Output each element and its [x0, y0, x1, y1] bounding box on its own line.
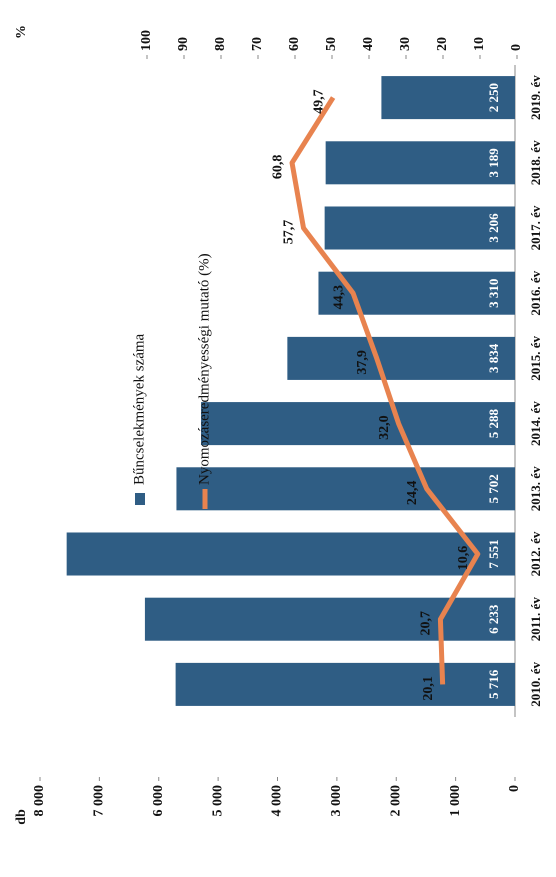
- bar: [66, 532, 516, 576]
- x-tick-label: 2015. év: [528, 336, 543, 381]
- x-tick-label: 2012. év: [528, 531, 543, 576]
- y-tick-label: 4 000: [270, 785, 285, 817]
- bar: [381, 76, 515, 120]
- y-axis-label: db: [14, 809, 29, 825]
- x-tick-label: 2018. év: [528, 140, 543, 185]
- x-tick-label: 2010. év: [528, 662, 543, 707]
- bar-value-label: 5 716: [486, 669, 501, 699]
- line-value-label: 60,8: [270, 155, 285, 180]
- line-value-label: 57,7: [282, 220, 297, 245]
- y2-tick-label: 60: [287, 37, 302, 51]
- x-tick-label: 2016. év: [528, 270, 543, 315]
- bar: [201, 402, 515, 446]
- bar: [325, 141, 516, 185]
- bar: [324, 206, 515, 250]
- y2-tick-label: 70: [250, 37, 265, 51]
- bar: [287, 336, 516, 380]
- line-value-label: 10,6: [456, 546, 471, 571]
- y-tick-label: 0: [507, 785, 522, 792]
- y2-tick-label: 100: [139, 30, 154, 51]
- y2-tick-label: 40: [361, 37, 376, 51]
- bar-value-label: 7 551: [486, 539, 501, 568]
- x-tick-label: 2014. év: [528, 401, 543, 446]
- y-tick-label: 2 000: [388, 785, 403, 817]
- line-value-label: 20,1: [421, 676, 436, 701]
- y2-tick-label: 80: [213, 37, 228, 51]
- bar-value-label: 5 288: [486, 408, 501, 438]
- y2-tick-label: 90: [176, 37, 191, 51]
- y-tick-label: 1 000: [448, 785, 463, 817]
- bar: [144, 597, 515, 641]
- line-value-label: 24,4: [405, 481, 420, 506]
- y2-tick-label: 10: [472, 37, 487, 51]
- bar: [176, 467, 515, 511]
- x-tick-label: 2013. év: [528, 466, 543, 511]
- bar-value-label: 3 206: [486, 213, 501, 243]
- legend-label: Nyomozáseredményességi mutató (%): [196, 253, 212, 485]
- line-value-label: 20,7: [419, 611, 434, 636]
- legend-label: Bűncselekmények száma: [131, 333, 147, 485]
- y-tick-label: 3 000: [329, 785, 344, 817]
- bar-value-label: 6 233: [486, 604, 501, 634]
- bar-value-label: 3 834: [486, 343, 501, 373]
- y2-tick-label: 20: [435, 37, 450, 51]
- y2-axis-label: %: [14, 25, 29, 39]
- line-value-label: 44,3: [331, 285, 346, 310]
- bar: [318, 271, 515, 315]
- y2-tick-label: 50: [324, 37, 339, 51]
- y-tick-label: 5 000: [210, 785, 225, 817]
- line: [289, 96, 481, 685]
- x-tick-label: 2019. év: [528, 75, 543, 120]
- y-tick-label: 8 000: [32, 785, 47, 817]
- y2-tick-label: 0: [509, 44, 524, 51]
- y-tick-label: 6 000: [151, 785, 166, 817]
- bar: [175, 662, 516, 706]
- x-tick-label: 2011. év: [528, 597, 543, 642]
- bar-value-label: 3 310: [486, 279, 501, 308]
- line-value-label: 37,9: [355, 350, 370, 375]
- line-value-label: 49,7: [311, 89, 326, 114]
- y2-tick-label: 30: [398, 37, 413, 51]
- x-tick-label: 2017. év: [528, 205, 543, 250]
- bar-value-label: 2 250: [486, 83, 501, 112]
- bar-value-label: 5 702: [486, 474, 501, 503]
- bar-value-label: 3 189: [486, 148, 501, 178]
- y-tick-label: 7 000: [92, 785, 107, 817]
- line-value-label: 32,0: [377, 415, 392, 440]
- legend-marker: [135, 493, 145, 505]
